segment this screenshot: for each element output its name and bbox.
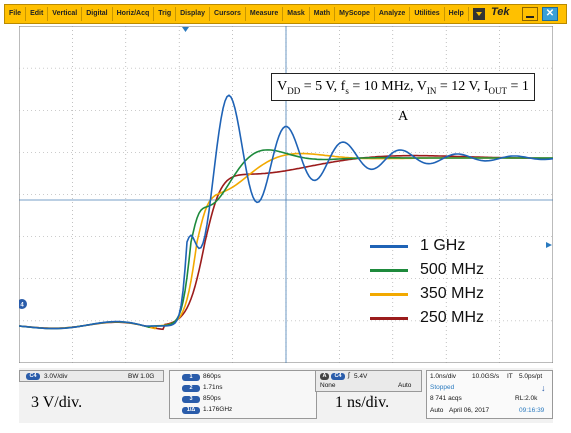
vertical-scale: 3.0V/div <box>44 373 68 380</box>
menu-mask[interactable]: Mask <box>283 7 310 21</box>
legend-item-500mhz: 500 MHz <box>370 258 484 282</box>
menu-display[interactable]: Display <box>176 7 211 21</box>
menu-edit[interactable]: Edit <box>26 7 49 21</box>
legend-label: 250 MHz <box>420 309 485 326</box>
trigger-level-marker <box>546 242 552 248</box>
trigger-position-marker <box>182 27 189 32</box>
meas-value: 1.71ns <box>203 384 223 391</box>
horizontal-scale-caption: 1 ns/div. <box>335 394 390 411</box>
timebase: 1.0ns/div <box>430 373 457 380</box>
meas-value: 850ps <box>203 395 221 402</box>
acquisition-count: 8 741 acqs <box>430 395 462 402</box>
menu-analyze[interactable]: Analyze <box>375 7 411 21</box>
arrow-down-icon: ↓ <box>541 383 546 393</box>
menu-bar: File Edit Vertical Digital Horiz/Acq Tri… <box>4 4 567 24</box>
minimize-button[interactable] <box>522 7 538 21</box>
vertical-scale-caption: 3 V/div. <box>31 394 83 411</box>
meas-value: 1.176GHz <box>203 406 233 413</box>
meas-badge: 3 <box>182 396 200 403</box>
menu-digital[interactable]: Digital <box>82 7 113 21</box>
svg-text:4: 4 <box>20 303 24 309</box>
legend-item-1ghz: 1 GHz <box>370 234 484 258</box>
legend-swatch <box>370 316 408 320</box>
acq-mode: IT <box>507 373 513 380</box>
legend-swatch <box>370 244 408 248</box>
meas-badge: 1 <box>182 374 200 381</box>
menu-myscope[interactable]: MyScope <box>335 7 375 21</box>
legend-label: 350 MHz <box>420 285 485 302</box>
time-resolution: 5.0ps/pt <box>519 373 543 380</box>
run-state: Stopped <box>430 384 455 391</box>
acquisition-panel[interactable]: 1.0ns/div 10.0GS/s IT 5.0ps/pt Stopped ↓… <box>426 370 553 419</box>
trigger-level: 5.4V <box>354 373 368 380</box>
trigger-icon: A <box>320 373 329 380</box>
legend-item-250mhz: 250 MHz <box>370 306 484 330</box>
date: April 06, 2017 <box>449 407 490 414</box>
time: 09:16:39 <box>519 407 545 414</box>
trigger-mode: Auto <box>398 382 412 389</box>
menu-file[interactable]: File <box>5 7 27 21</box>
legend: 1 GHz 500 MHz 350 MHz 250 MHz <box>370 234 484 330</box>
legend-swatch <box>370 268 408 272</box>
channel-scale-panel[interactable]: C4 3.0V/div BW 1.0G <box>19 370 164 382</box>
channel-badge: C4 <box>26 373 40 380</box>
legend-label: 1 GHz <box>420 237 466 254</box>
menu-utilities[interactable]: Utilities <box>410 7 445 21</box>
menu-trig[interactable]: Trig <box>154 7 177 21</box>
menu-help[interactable]: Help <box>445 7 469 21</box>
rising-edge-icon: ∫ <box>348 372 350 379</box>
meas-value: 860ps <box>203 373 221 380</box>
chevron-down-icon[interactable] <box>472 8 485 20</box>
menu-horiz-acq[interactable]: Horiz/Acq <box>113 7 155 21</box>
legend-label: 500 MHz <box>420 261 485 278</box>
sample-rate: 10.0GS/s <box>472 373 500 380</box>
legend-swatch <box>370 292 408 296</box>
record-length: RL:2.0k <box>515 395 538 402</box>
acq-auto: Auto <box>430 407 444 414</box>
trigger-coupling: None <box>320 382 336 389</box>
test-conditions-label: VDD = 5 V, fs = 10 MHz, VIN = 12 V, IOUT… <box>271 73 535 124</box>
meas-badge: 1/Δ <box>182 407 200 414</box>
menu-math[interactable]: Math <box>310 7 336 21</box>
status-bar: C4 3.0V/div BW 1.0G 3 V/div. 1 860ps 2 1… <box>19 368 553 423</box>
menu-cursors[interactable]: Cursors <box>210 7 246 21</box>
menu-vertical[interactable]: Vertical <box>48 7 83 21</box>
trigger-channel: C4 <box>331 373 345 380</box>
meas-badge: 2 <box>182 385 200 392</box>
trigger-panel[interactable]: A C4 ∫ 5.4V None Auto <box>315 370 422 392</box>
close-button[interactable]: ✕ <box>542 7 558 21</box>
measurement-panel[interactable]: 1 860ps 2 1.71ns 3 850ps 1/Δ 1.176GHz <box>169 370 317 419</box>
bandwidth-limit: BW 1.0G <box>128 373 155 380</box>
menu-measure[interactable]: Measure <box>246 7 284 21</box>
legend-item-350mhz: 350 MHz <box>370 282 484 306</box>
tek-logo: Tek <box>491 6 510 18</box>
waveform-trace <box>19 94 553 330</box>
channel-ground-marker <box>19 299 27 309</box>
